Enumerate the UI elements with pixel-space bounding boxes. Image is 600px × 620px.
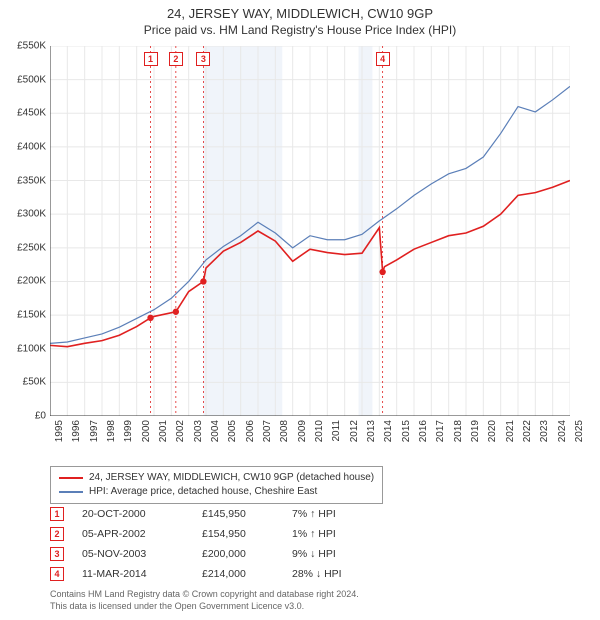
event-pct: 7% ↑ HPI bbox=[292, 508, 392, 520]
chart-container: 24, JERSEY WAY, MIDDLEWICH, CW10 9GP Pri… bbox=[0, 0, 600, 620]
x-tick-label: 2009 bbox=[297, 420, 308, 442]
table-row: 1 20-OCT-2000£145,9507% ↑ HPI bbox=[50, 504, 392, 524]
y-tick-label: £450K bbox=[17, 108, 46, 119]
event-price: £154,950 bbox=[202, 528, 292, 540]
event-marker: 3 bbox=[196, 52, 210, 66]
y-tick-label: £300K bbox=[17, 209, 46, 220]
x-tick-label: 2017 bbox=[435, 420, 446, 442]
x-tick-label: 2003 bbox=[193, 420, 204, 442]
x-tick-label: 1998 bbox=[106, 420, 117, 442]
x-tick-label: 2012 bbox=[349, 420, 360, 442]
event-marker: 1 bbox=[144, 52, 158, 66]
y-tick-label: £150K bbox=[17, 310, 46, 321]
x-tick-label: 2001 bbox=[158, 420, 169, 442]
event-price: £145,950 bbox=[202, 508, 292, 520]
x-tick-label: 2008 bbox=[279, 420, 290, 442]
event-marker-box: 1 bbox=[50, 507, 64, 521]
y-tick-label: £250K bbox=[17, 242, 46, 253]
x-tick-label: 2022 bbox=[522, 420, 533, 442]
x-tick-label: 2024 bbox=[557, 420, 568, 442]
event-marker-box: 4 bbox=[50, 567, 64, 581]
legend-item: HPI: Average price, detached house, Ches… bbox=[59, 485, 374, 499]
x-tick-label: 2010 bbox=[314, 420, 325, 442]
y-tick-label: £400K bbox=[17, 141, 46, 152]
legend-item: 24, JERSEY WAY, MIDDLEWICH, CW10 9GP (de… bbox=[59, 471, 374, 485]
event-date: 05-NOV-2003 bbox=[82, 548, 202, 560]
event-pct: 1% ↑ HPI bbox=[292, 528, 392, 540]
x-tick-label: 2015 bbox=[401, 420, 412, 442]
legend-label: 24, JERSEY WAY, MIDDLEWICH, CW10 9GP (de… bbox=[89, 471, 374, 485]
x-tick-label: 2016 bbox=[418, 420, 429, 442]
event-date: 20-OCT-2000 bbox=[82, 508, 202, 520]
event-marker-box: 2 bbox=[50, 527, 64, 541]
footer-line: This data is licensed under the Open Gov… bbox=[50, 600, 359, 612]
x-tick-label: 2023 bbox=[539, 420, 550, 442]
x-tick-label: 2018 bbox=[453, 420, 464, 442]
legend-swatch bbox=[59, 491, 83, 493]
x-tick-label: 2011 bbox=[331, 420, 342, 442]
x-tick-label: 2005 bbox=[227, 420, 238, 442]
event-marker: 4 bbox=[376, 52, 390, 66]
footer-line: Contains HM Land Registry data © Crown c… bbox=[50, 588, 359, 600]
x-tick-label: 2025 bbox=[574, 420, 585, 442]
event-marker-box: 3 bbox=[50, 547, 64, 561]
x-tick-label: 2007 bbox=[262, 420, 273, 442]
event-pct: 9% ↓ HPI bbox=[292, 548, 392, 560]
x-tick-label: 2021 bbox=[505, 420, 516, 442]
x-tick-label: 1995 bbox=[54, 420, 65, 442]
footer: Contains HM Land Registry data © Crown c… bbox=[50, 588, 359, 612]
legend-swatch bbox=[59, 477, 83, 479]
table-row: 2 05-APR-2002£154,9501% ↑ HPI bbox=[50, 524, 392, 544]
legend-label: HPI: Average price, detached house, Ches… bbox=[89, 485, 317, 499]
event-table: 1 20-OCT-2000£145,9507% ↑ HPI 2 05-APR-2002… bbox=[50, 504, 392, 584]
table-row: 3 05-NOV-2003£200,0009% ↓ HPI bbox=[50, 544, 392, 564]
table-row: 4 11-MAR-2014£214,00028% ↓ HPI bbox=[50, 564, 392, 584]
event-date: 05-APR-2002 bbox=[82, 528, 202, 540]
x-tick-label: 2019 bbox=[470, 420, 481, 442]
event-price: £200,000 bbox=[202, 548, 292, 560]
y-tick-label: £100K bbox=[17, 343, 46, 354]
line-chart bbox=[50, 46, 570, 416]
x-tick-label: 2002 bbox=[175, 420, 186, 442]
legend: 24, JERSEY WAY, MIDDLEWICH, CW10 9GP (de… bbox=[50, 466, 383, 504]
x-tick-label: 1996 bbox=[71, 420, 82, 442]
x-tick-label: 2000 bbox=[141, 420, 152, 442]
chart-title: 24, JERSEY WAY, MIDDLEWICH, CW10 9GP bbox=[0, 0, 600, 21]
x-tick-label: 2006 bbox=[245, 420, 256, 442]
y-tick-label: £350K bbox=[17, 175, 46, 186]
x-tick-label: 1997 bbox=[89, 420, 100, 442]
y-tick-label: £200K bbox=[17, 276, 46, 287]
x-tick-label: 2004 bbox=[210, 420, 221, 442]
y-tick-label: £50K bbox=[23, 377, 46, 388]
chart-subtitle: Price paid vs. HM Land Registry's House … bbox=[0, 21, 600, 41]
x-tick-label: 2013 bbox=[366, 420, 377, 442]
event-date: 11-MAR-2014 bbox=[82, 568, 202, 580]
x-tick-label: 2014 bbox=[383, 420, 394, 442]
event-marker: 2 bbox=[169, 52, 183, 66]
event-pct: 28% ↓ HPI bbox=[292, 568, 392, 580]
event-price: £214,000 bbox=[202, 568, 292, 580]
y-tick-label: £0 bbox=[35, 411, 46, 422]
x-tick-label: 2020 bbox=[487, 420, 498, 442]
x-tick-label: 1999 bbox=[123, 420, 134, 442]
y-tick-label: £500K bbox=[17, 74, 46, 85]
y-tick-label: £550K bbox=[17, 41, 46, 52]
